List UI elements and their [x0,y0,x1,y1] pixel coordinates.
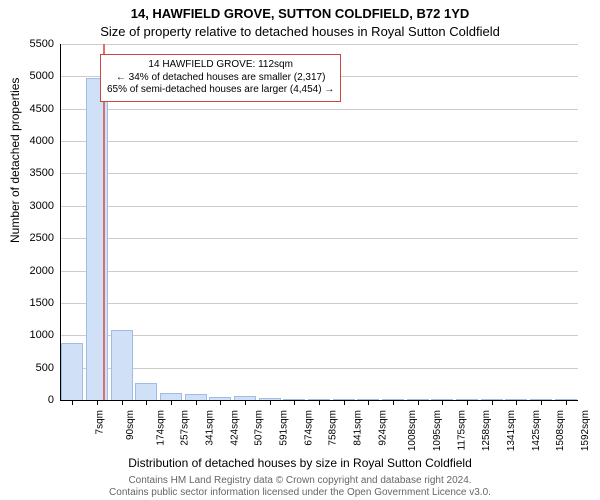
y-tick-label: 1000 [30,329,60,341]
footer-line-1: Contains HM Land Registry data © Crown c… [0,475,600,487]
y-axis-label: Number of detached properties [8,78,22,243]
histogram-bar [61,343,83,400]
x-tick-label: 341sqm [205,410,216,446]
footer-line-2: Contains public sector information licen… [0,487,600,499]
annotation-line: ← 34% of detached houses are smaller (2,… [107,72,334,85]
gridline-h [60,238,578,239]
gridline-h [60,271,578,272]
x-tick-label: 1008sqm [407,410,418,451]
gridline-h [60,109,578,110]
gridline-h [60,206,578,207]
y-tick-label: 3500 [30,167,60,179]
gridline-h [60,173,578,174]
x-tick-label: 1508sqm [555,410,566,451]
x-axis-label: Distribution of detached houses by size … [0,456,600,470]
chart-root: 14, HAWFIELD GROVE, SUTTON COLDFIELD, B7… [0,0,600,500]
x-tick-label: 1592sqm [580,410,591,451]
annotation-line: 14 HAWFIELD GROVE: 112sqm [107,59,334,72]
x-tick-label: 924sqm [377,410,388,446]
x-tick-label: 7sqm [95,410,106,434]
gridline-h [60,303,578,304]
x-tick-label: 1341sqm [506,410,517,451]
y-tick-label: 5000 [30,70,60,82]
y-tick-label: 2000 [30,265,60,277]
y-tick-label: 1500 [30,297,60,309]
plot-area: 0500100015002000250030003500400045005000… [60,44,578,400]
gridline-h [60,368,578,369]
footer-attribution: Contains HM Land Registry data © Crown c… [0,475,600,498]
gridline-h [60,44,578,45]
x-tick-label: 424sqm [229,410,240,446]
x-tick-label: 591sqm [279,410,290,446]
annotation-line: 65% of semi-detached houses are larger (… [107,84,334,97]
x-axis-line [60,400,578,401]
x-tick-label: 758sqm [328,410,339,446]
x-tick-label: 1258sqm [481,410,492,451]
y-tick-label: 500 [36,362,60,374]
x-tick-label: 841sqm [353,410,364,446]
x-tick-label: 1175sqm [456,410,467,450]
histogram-bar [111,330,133,400]
x-tick-label: 257sqm [180,410,191,446]
x-tick-label: 174sqm [155,410,166,446]
histogram-bar [135,383,157,400]
y-tick-label: 5500 [30,38,60,50]
x-tick-label: 90sqm [125,410,136,440]
gridline-h [60,335,578,336]
y-axis-line [60,44,61,400]
x-tick-label: 674sqm [303,410,314,446]
x-tick-label: 1425sqm [531,410,542,451]
histogram-bar [160,393,182,400]
y-tick-label: 4000 [30,135,60,147]
annotation-box: 14 HAWFIELD GROVE: 112sqm← 34% of detach… [100,54,341,102]
x-tick-label: 507sqm [254,410,265,446]
y-tick-label: 4500 [30,103,60,115]
y-tick-label: 0 [48,394,60,406]
x-tick-label: 1095sqm [432,410,443,451]
gridline-h [60,141,578,142]
y-tick-label: 2500 [30,232,60,244]
chart-title-address: 14, HAWFIELD GROVE, SUTTON COLDFIELD, B7… [0,6,600,21]
chart-title-subtitle: Size of property relative to detached ho… [0,24,600,39]
y-tick-label: 3000 [30,200,60,212]
